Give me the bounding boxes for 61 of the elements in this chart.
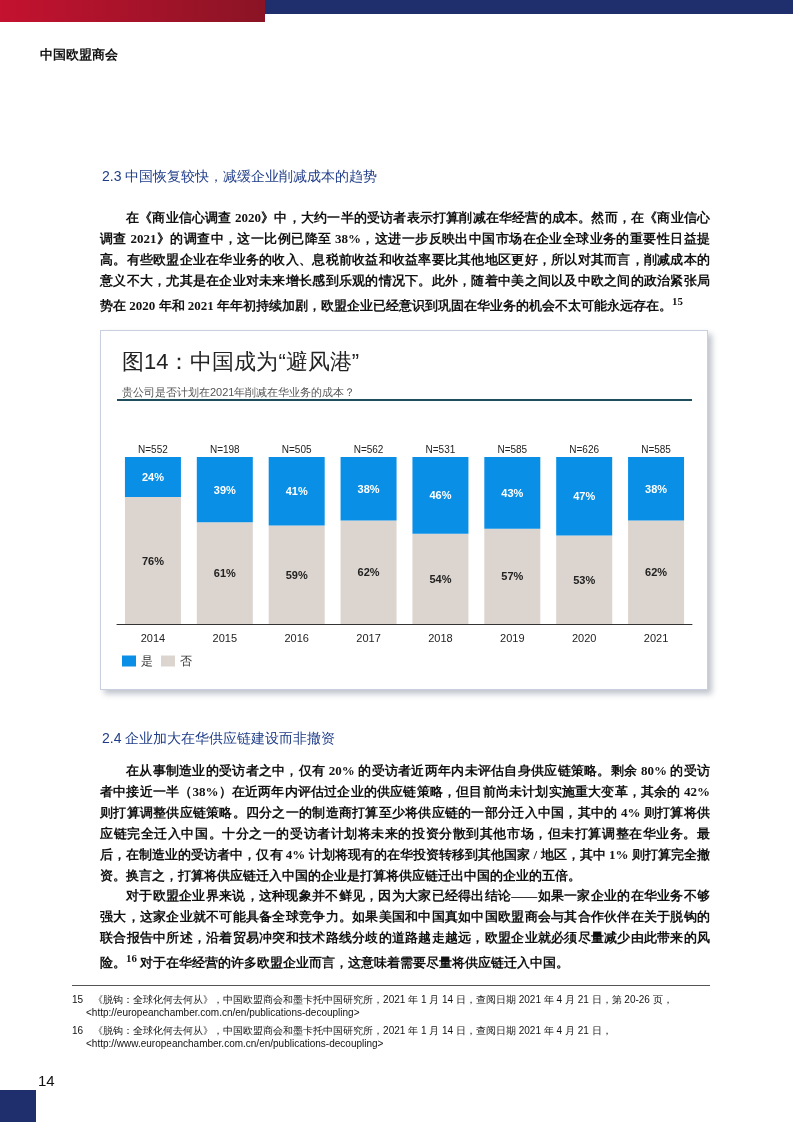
bar [412, 533, 469, 624]
x-tick-label: 2020 [571, 631, 597, 644]
data-label: 46% [429, 489, 452, 502]
bar [628, 457, 685, 521]
legend-label: 否 [180, 654, 192, 668]
bar [412, 457, 469, 534]
bar [628, 520, 685, 624]
data-label: 76% [141, 554, 165, 567]
text: 16 《脱钩：全球化何去何从》，中国欧盟商会和墨卡托中国研究所，2021 年 1 月 14 日，查阅日期 2021 年 4 月 21 日，<http://www.europeanchamber.com.cn/en/publications-decoupling> [72, 1024, 613, 1050]
bar [556, 535, 613, 624]
data-label: 41% [285, 485, 308, 498]
bar [484, 528, 541, 624]
legend-label: 是 [141, 654, 153, 668]
data-label: 57% [501, 570, 524, 583]
x-tick-label: 2019 [500, 631, 525, 644]
annotation: N=562 [353, 443, 384, 455]
annotation: N=585 [497, 443, 528, 455]
x-tick-label: 2017 [356, 631, 381, 644]
bar [196, 522, 253, 624]
data-label: 54% [429, 572, 452, 585]
x-tick-label: 2021 [643, 631, 669, 644]
annotation: N=585 [641, 443, 672, 455]
annotation: N=505 [281, 443, 312, 455]
x-tick-label: 2016 [284, 631, 309, 644]
annotation: N=198 [209, 443, 241, 455]
bar [196, 457, 253, 523]
data-label: 43% [501, 486, 524, 499]
text: 14 [38, 1072, 55, 1089]
text: 在从事制造业的受访者之中，仅有 20% 的受访者近两年内未评估自身供应链策略。剩余 80% 的受访者中接近一半（38%）在近两年内评估过企业的供应链策略，但目前尚未计划实施重大变革，其余的 42% 则打算调整供应链策略。四分之一的制造商打算至少将供应链的一部分迁入中国，其中的 4% 则打算将供应链完全迁入中国。十分之一的受访者计划将未来的投资分散到其他市场，但未打算调整在华业务。最后，在制造业的受访者中，仅有 4% 计划将现有的在华投资转移到其他国家 / 地区，其中 1% 则打算完全撤资。换言之，打算将供应链迁入中国的企业是打算将供应链迁出中国的企业的五倍。 [100, 762, 710, 885]
data-label: 61% [213, 567, 237, 580]
x-tick-label: 2014 [140, 631, 166, 644]
annotation: N=626 [569, 443, 600, 455]
annotation: N=531 [425, 443, 456, 455]
x-tick-label: 2018 [428, 631, 453, 644]
text: 2.3 中国恢复较快，减缓企业削减成本的趋势 [102, 168, 378, 186]
chart-title: 图14：中国成为“避风港” [122, 348, 360, 374]
x-tick-label: 2015 [212, 631, 238, 644]
text: 在《商业信心调查 2020》中，大约一半的受访者表示打算削减在华经营的成本。然而，在《商业信心调查 2021》的调查中，这一比例已降至 38%，这进一步反映出中国市场在企业全球业务的重要性日益提高。有些欧盟企业在华业务的收入、息税前收益和收益率要比其他地区更好，所以对其而言，削减成本的意义不大，尤其是在企业对未来增长感到乐观的情况下。此外，随着中美之间以及中欧之间的政治紧张局势在 2020 年和 2021 年年初持续加剧，欧盟企业已经意识到巩固在华业务的机会不太可能永远存在。$^{15}$ [100, 209, 710, 316]
bar [124, 457, 181, 498]
data-label: 38% [357, 482, 380, 495]
bar [268, 457, 325, 526]
text: 15 《脱钩：全球化何去何从》，中国欧盟商会和墨卡托中国研究所，2021 年 1 月 14 日，查阅日期 2021 年 4 月 21 日，第 20-26 页，<http://europeanchamber.com.cn/en/publications-decoupling> [72, 993, 674, 1019]
bar [556, 457, 613, 536]
bar [484, 457, 541, 529]
bar [340, 457, 397, 521]
data-label: 62% [357, 566, 380, 579]
data-label: 47% [573, 490, 596, 503]
bar [124, 497, 181, 624]
annotation: N=552 [138, 443, 169, 455]
text: 对于欧盟企业界来说，这种现象并不鲜见，因为大家已经得出结论——如果一家企业的在华业务不够强大，这家企业就不可能具备全球竞争力。如果美国和中国真如中国欧盟商会与其合作伙伴在关于脱钩的联合报告中所述，沿着贸易冲突和技术路线分歧的道路越走越远，欧盟企业就必须尽量减少由此带来的风险。$^{16}$ 对于在华经营的许多欧盟企业而言，这意味着需要尽量将供应链迁入中国。 [100, 887, 710, 973]
chart-subtitle: 贵公司是否计划在2021年削减在华业务的成本？ [122, 385, 356, 398]
data-label: 39% [213, 483, 237, 496]
text: 中国欧盟商会 [40, 46, 118, 64]
bar [268, 525, 325, 624]
data-label: 38% [645, 482, 668, 495]
data-label: 24% [141, 471, 165, 484]
data-label: 53% [573, 573, 596, 586]
data-label: 59% [285, 568, 308, 581]
text: 2.4 企业加大在华供应链建设而非撤资 [102, 730, 336, 748]
data-label: 62% [645, 566, 668, 579]
bar [340, 520, 397, 624]
